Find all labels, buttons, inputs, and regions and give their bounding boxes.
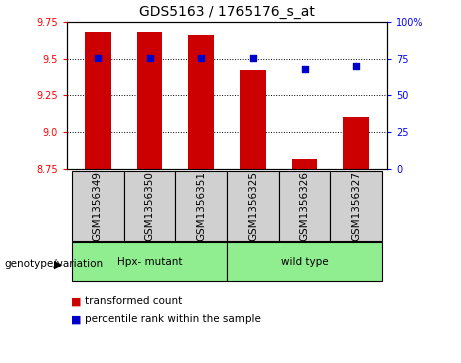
Bar [331, 171, 382, 241]
Point [249, 55, 257, 61]
Point [146, 55, 153, 61]
Bar [124, 171, 175, 241]
Text: ▶: ▶ [54, 259, 62, 269]
Bar [175, 171, 227, 241]
Bar [343, 117, 369, 169]
Text: GSM1356349: GSM1356349 [93, 171, 103, 241]
Bar [72, 171, 124, 241]
Text: ■: ■ [71, 296, 82, 306]
Bar [227, 242, 382, 281]
Text: GSM1356325: GSM1356325 [248, 171, 258, 241]
Text: GSM1356327: GSM1356327 [351, 171, 361, 241]
Point [197, 55, 205, 61]
Point [94, 55, 101, 61]
Text: GSM1356326: GSM1356326 [300, 171, 309, 241]
Point [301, 66, 308, 72]
Text: Hpx- mutant: Hpx- mutant [117, 257, 182, 267]
Text: GSM1356350: GSM1356350 [145, 171, 154, 241]
Bar [279, 171, 331, 241]
Title: GDS5163 / 1765176_s_at: GDS5163 / 1765176_s_at [139, 5, 315, 19]
Text: wild type: wild type [281, 257, 328, 267]
Bar [240, 70, 266, 169]
Text: percentile rank within the sample: percentile rank within the sample [85, 314, 261, 325]
Bar [72, 242, 227, 281]
Text: transformed count: transformed count [85, 296, 183, 306]
Bar [292, 159, 318, 169]
Bar [85, 32, 111, 169]
Point [353, 63, 360, 69]
Bar [136, 32, 162, 169]
Bar [227, 171, 279, 241]
Text: genotype/variation: genotype/variation [5, 259, 104, 269]
Bar [188, 35, 214, 169]
Text: ■: ■ [71, 314, 82, 325]
Text: GSM1356351: GSM1356351 [196, 171, 206, 241]
